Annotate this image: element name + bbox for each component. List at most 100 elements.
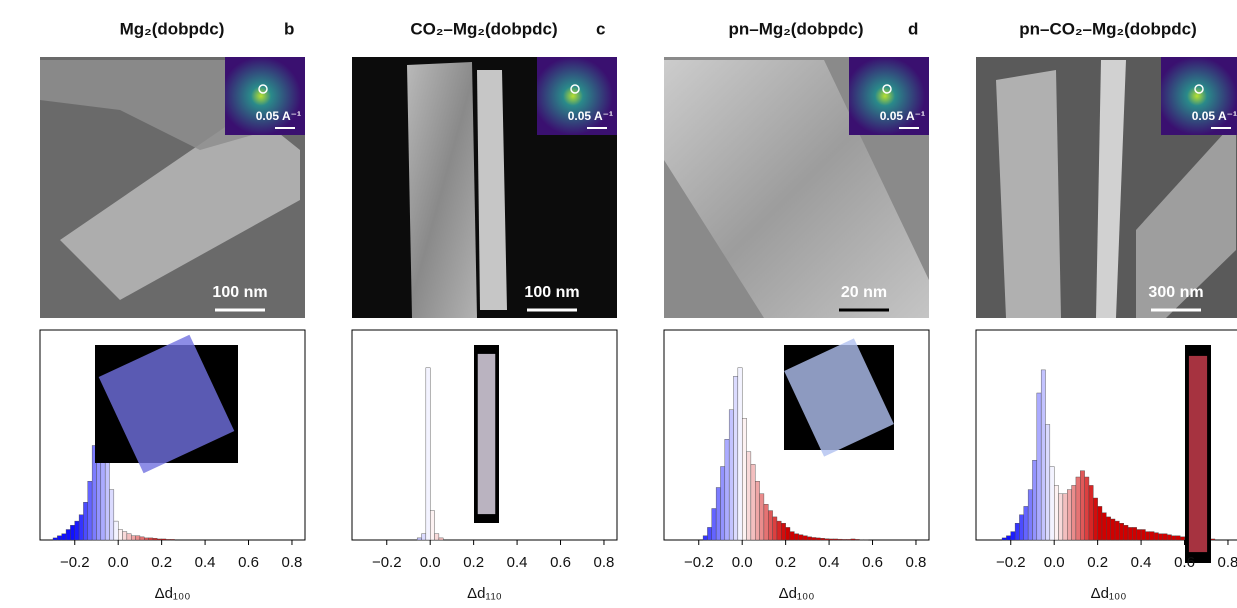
bar [430,511,434,540]
bar [131,536,135,540]
x-tick-label: −0.2 [684,554,714,571]
bar [734,376,738,540]
bar [1145,532,1149,540]
bar [1059,494,1063,540]
panel-label: b [284,19,294,38]
x-tick-label: 0.6 [862,554,883,571]
bar [1163,534,1167,540]
bar [781,523,785,540]
bar [144,538,148,540]
bar [1067,490,1071,540]
x-axis-label: Δd₁₁₀ [467,585,502,602]
bar [66,530,70,541]
bar [123,532,127,540]
bar [755,481,759,540]
bar [1085,477,1089,540]
x-tick-label: 0.8 [906,554,927,571]
bar [57,536,61,540]
bar [729,410,733,540]
bar [707,527,711,540]
scale-bar-label: 20 nm [841,284,887,301]
bar [1150,532,1154,540]
map-inset-overlay [1189,356,1207,552]
bar [1132,527,1136,540]
inset-scale: 0.05 A⁻¹ [880,109,925,123]
bar [166,539,170,540]
bar [157,539,161,540]
inset-scale: 0.05 A⁻¹ [1192,109,1237,123]
scale-bar-label: 100 nm [212,284,267,301]
bar [70,525,74,540]
bar [842,539,846,540]
bar [738,368,742,540]
bar [786,527,790,540]
bar [1119,523,1123,540]
x-tick-label: 0.2 [775,554,796,571]
bar [1089,485,1093,540]
x-tick-label: 0.8 [282,554,303,571]
x-tick-label: −0.2 [372,554,402,571]
bar [720,467,724,541]
bar [1050,467,1054,541]
panel-label: c [596,19,605,38]
bar [114,521,118,540]
x-tick-label: 0.6 [1174,554,1195,571]
x-tick-label: 0.6 [238,554,259,571]
x-tick-label: 0.2 [151,554,172,571]
bar [747,452,751,540]
bar [803,536,807,540]
bar [1041,370,1045,540]
bar [1076,477,1080,540]
bar [1019,515,1023,540]
bar [1098,506,1102,540]
bar [1006,536,1010,540]
bar [794,534,798,540]
bar [1011,532,1015,540]
bar [1211,539,1215,540]
bar [1171,536,1175,540]
bar [742,418,746,540]
bar [110,490,114,540]
x-tick-label: 0.0 [732,554,753,571]
crystal [996,70,1061,318]
fft-inset [1161,57,1237,135]
scale-bar-label: 300 nm [1148,284,1203,301]
x-tick-label: 0.4 [819,554,840,571]
bar [426,368,430,540]
bar [1141,530,1145,541]
bar [1106,517,1110,540]
bar [88,481,92,540]
bar [833,539,837,540]
inset-scale: 0.05 A⁻¹ [256,109,301,123]
crystal [477,70,507,310]
x-axis-label: Δd₁₀₀ [1091,585,1127,602]
bar [1093,498,1097,540]
bar [790,532,794,540]
bar [1024,506,1028,540]
bar [1111,519,1115,540]
bar [725,439,729,540]
bar [162,539,166,540]
bar [838,539,842,540]
x-tick-label: 0.4 [507,554,528,571]
bar [140,537,144,540]
fft-inset [225,57,305,135]
x-tick-label: 0.2 [463,554,484,571]
x-tick-label: 0.0 [1044,554,1065,571]
bar [1180,537,1184,540]
bar [1063,494,1067,540]
bar [1176,536,1180,540]
bar [807,537,811,540]
bar [716,488,720,541]
bar [825,539,829,540]
x-tick-label: −0.2 [996,554,1026,571]
bar [62,534,66,540]
bar [153,538,157,540]
bar [83,502,87,540]
panel-label: d [908,19,918,38]
figure: aMg₂(dobpdc)0.05 A⁻¹100 nm−0.20.00.20.40… [0,0,1237,608]
bar [1102,513,1106,540]
